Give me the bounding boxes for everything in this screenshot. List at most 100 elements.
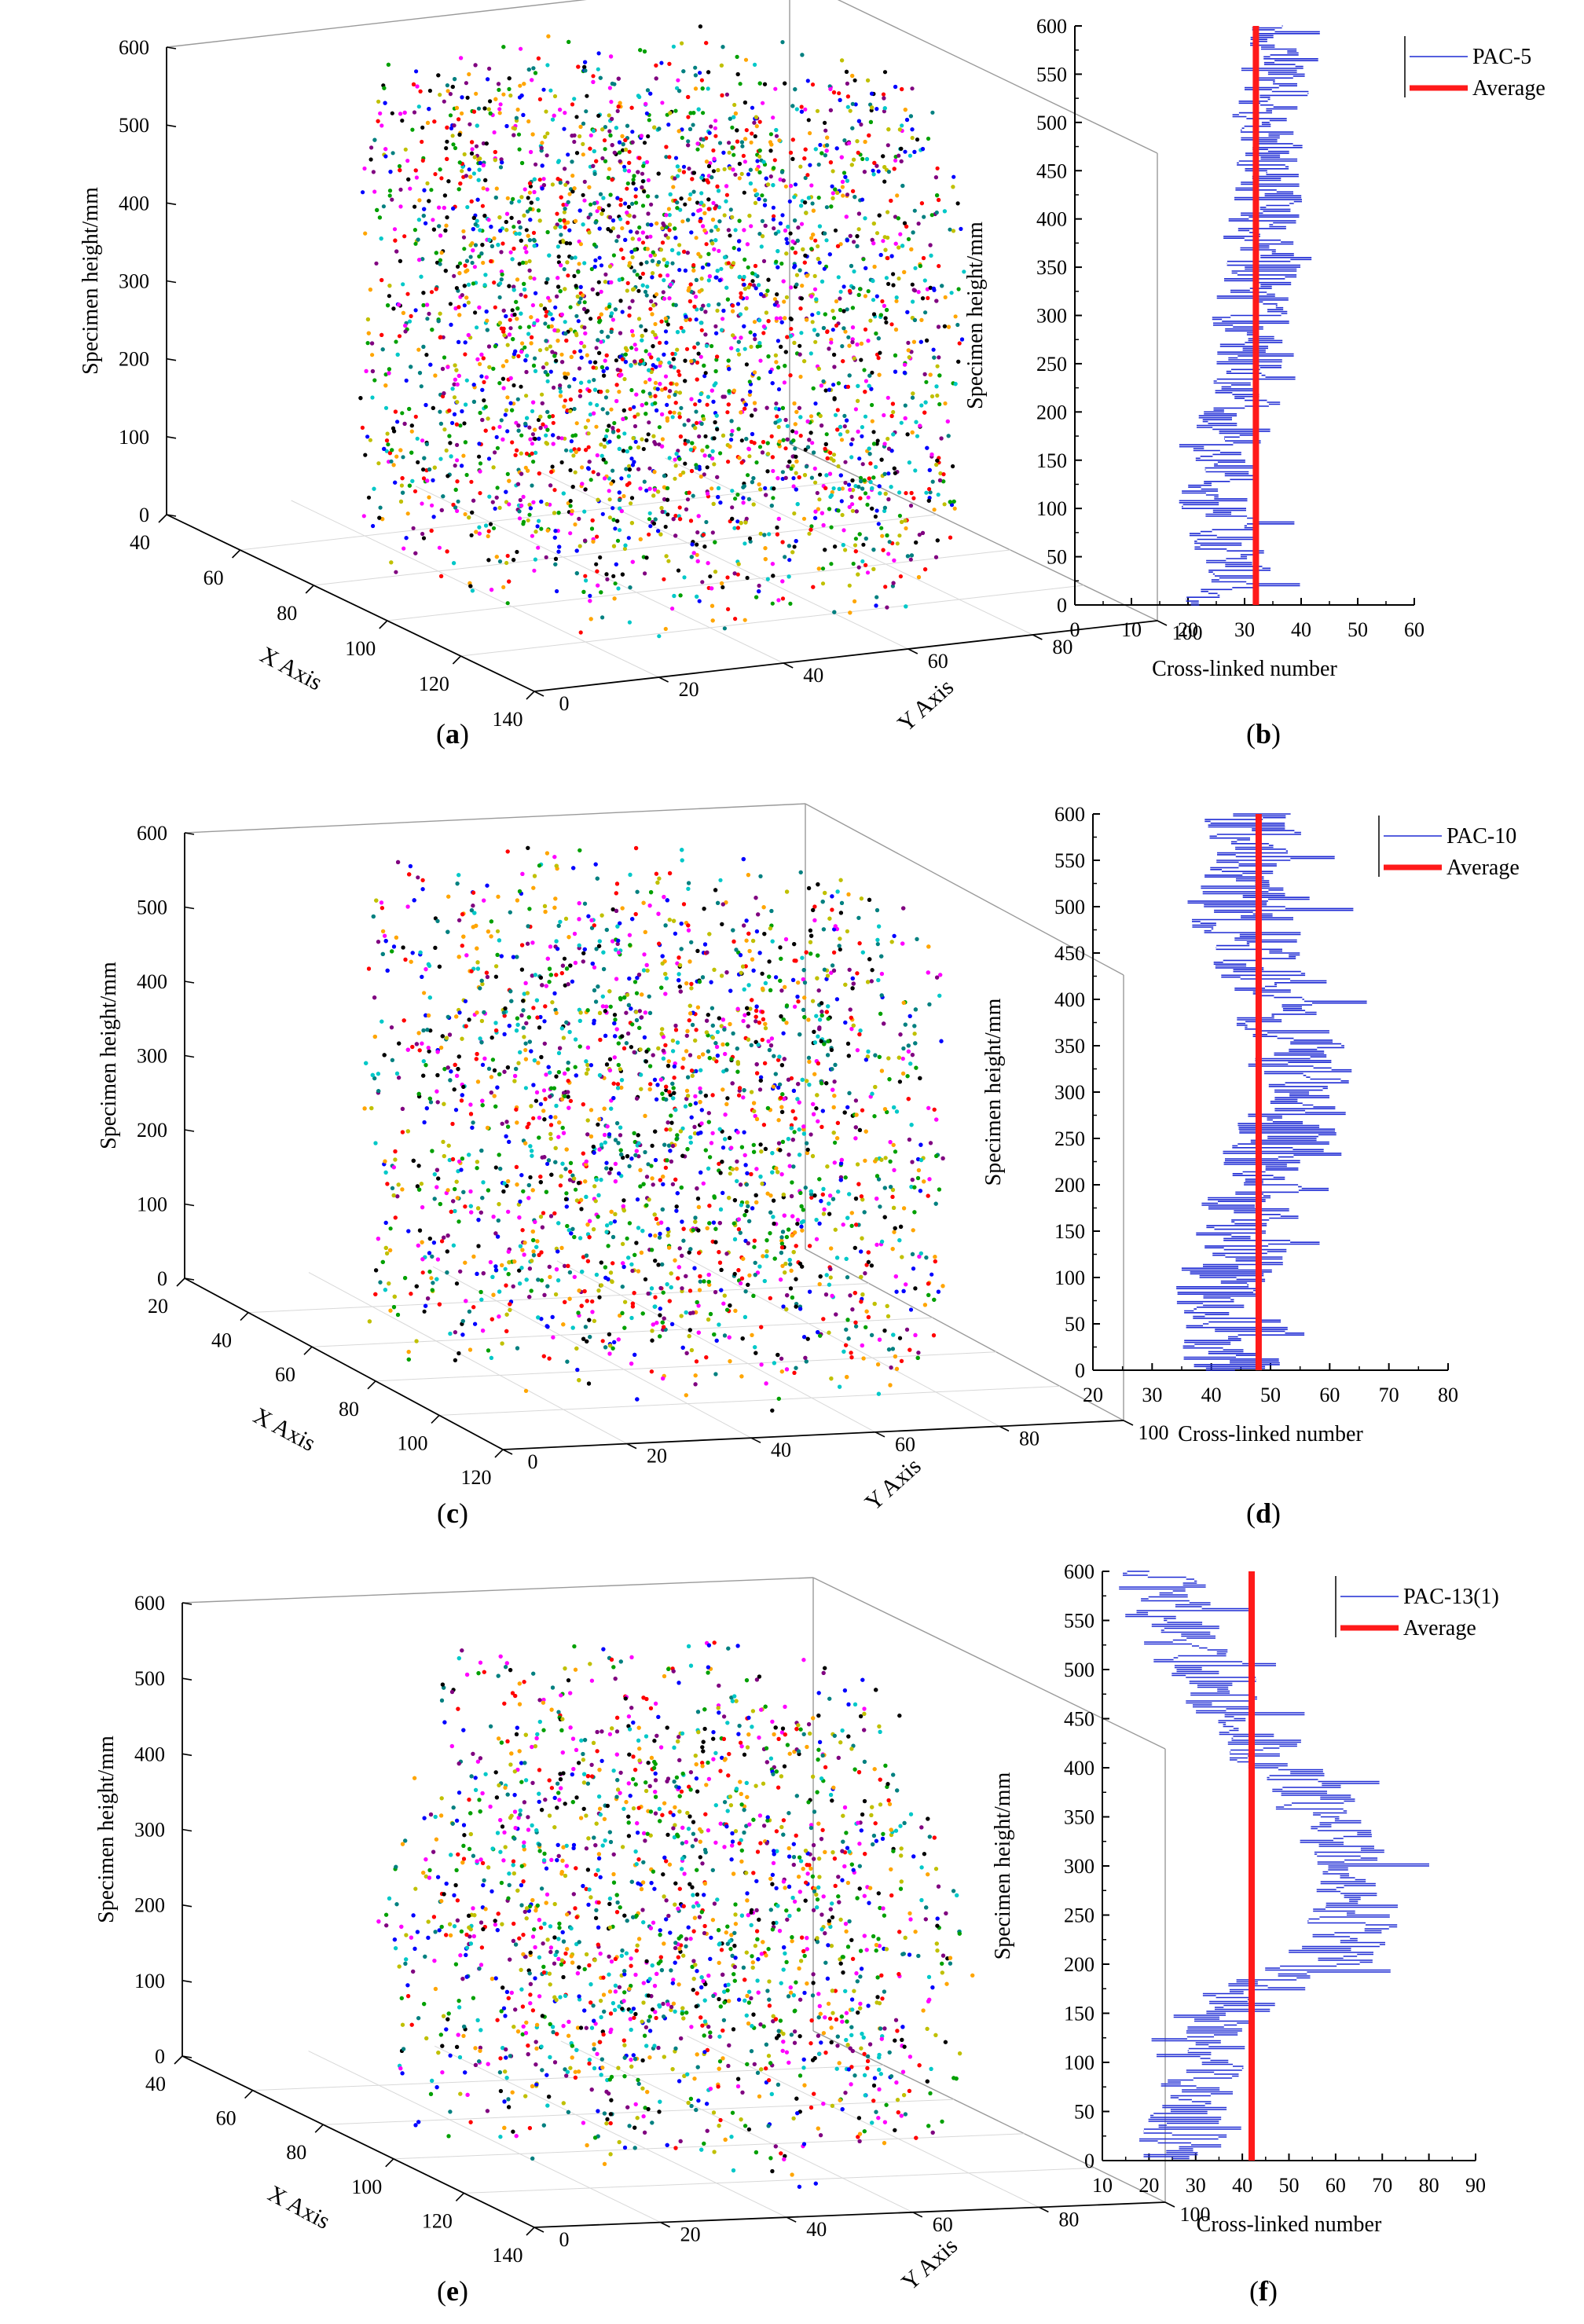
scatter-point [531, 500, 536, 504]
scatter-point [688, 282, 693, 287]
scatter-point [623, 352, 628, 357]
scatter-point [859, 478, 864, 484]
scatter-point [822, 266, 827, 271]
scatter-point [907, 460, 911, 465]
scatter-point [903, 149, 908, 154]
scatter-point [786, 574, 791, 579]
scatter-point [468, 174, 473, 179]
scatter-point [644, 260, 649, 265]
scatter-point [482, 214, 487, 218]
scatter-point [538, 426, 543, 431]
scatter-point [572, 139, 577, 145]
scatter-point [793, 251, 798, 255]
scatter-point [471, 383, 476, 387]
scatter-point [759, 244, 764, 249]
scatter-point [754, 124, 759, 129]
scatter-point [471, 248, 475, 253]
scatter-point [821, 522, 826, 528]
scatter-point [798, 374, 803, 379]
scatter-point [746, 285, 751, 290]
scatter-point [684, 507, 689, 511]
scatter-point [553, 225, 558, 230]
scatter-point [728, 1171, 732, 1176]
scatter-point [694, 295, 698, 299]
scatter-point [778, 221, 783, 225]
scatter-point [653, 380, 658, 385]
scatter-point [830, 184, 834, 189]
scatter-point [621, 416, 625, 422]
scatter-point [570, 159, 574, 164]
scatter-point [892, 167, 896, 171]
scatter-point [686, 115, 691, 119]
scatter-point [769, 504, 774, 508]
scatter-point [586, 431, 591, 436]
x-tick-label: 50 [1348, 618, 1368, 641]
scatter-point [933, 175, 938, 180]
scatter-point [546, 34, 551, 38]
scatter-point [442, 205, 446, 211]
scatter-point [618, 299, 623, 303]
scatter-point [468, 255, 473, 259]
scatter-point [591, 128, 596, 134]
scatter-point [464, 378, 469, 383]
scatter-point [596, 338, 600, 343]
scatter-point [404, 536, 409, 541]
scatter-point [842, 326, 846, 331]
scatter-point [824, 238, 829, 243]
scatter-point [600, 453, 604, 458]
scatter-point [630, 140, 635, 145]
scatter-point [603, 434, 609, 439]
scatter-point [622, 164, 627, 169]
scatter-point [623, 346, 629, 350]
scatter-point [394, 339, 398, 344]
scatter-point [942, 502, 947, 507]
scatter-point [453, 145, 458, 151]
scatter-point [496, 243, 500, 247]
scatter-point [852, 195, 857, 200]
scatter-point [757, 376, 761, 381]
scatter-point [599, 339, 603, 344]
scatter-point [397, 302, 402, 307]
scatter-point [467, 515, 471, 520]
z-tick [166, 280, 177, 284]
scatter-point [677, 168, 682, 173]
scatter-point [629, 363, 633, 368]
scatter-point [445, 139, 449, 144]
scatter-point [368, 438, 372, 442]
scatter-point [775, 414, 779, 419]
scatter-point [527, 502, 532, 508]
scatter-point [699, 200, 704, 205]
scatter-point [578, 349, 583, 354]
scatter-point [739, 438, 744, 443]
scatter-point [560, 360, 565, 365]
scatter-point [637, 225, 642, 230]
scatter-point [432, 119, 437, 124]
scatter-point [827, 346, 831, 351]
scatter-point [870, 105, 874, 110]
scatter-point [900, 1056, 905, 1061]
scatter-point [936, 324, 941, 329]
scatter-point [572, 350, 577, 354]
scatter-point [808, 527, 813, 532]
scatter-point [467, 167, 471, 172]
scatter-point [677, 505, 682, 510]
scatter-point [548, 483, 553, 488]
scatter-point [583, 60, 588, 64]
scatter-point [704, 159, 710, 164]
scatter-point [698, 207, 702, 212]
scatter-point [574, 284, 578, 288]
legend-series-label: PAC-5 [1472, 45, 1531, 69]
scatter-point [627, 464, 632, 468]
scatter-point [630, 559, 635, 564]
scatter-point [746, 447, 752, 452]
scatter-point [840, 185, 845, 189]
scatter-point [889, 413, 894, 419]
scatter-point [780, 476, 785, 482]
scatter-point [622, 546, 628, 552]
scatter-point [699, 277, 704, 281]
scatter-point [720, 93, 724, 97]
scatter-point [701, 137, 706, 142]
scatter-point [845, 429, 850, 434]
scatter-point [742, 228, 746, 233]
scatter-point [840, 58, 845, 63]
